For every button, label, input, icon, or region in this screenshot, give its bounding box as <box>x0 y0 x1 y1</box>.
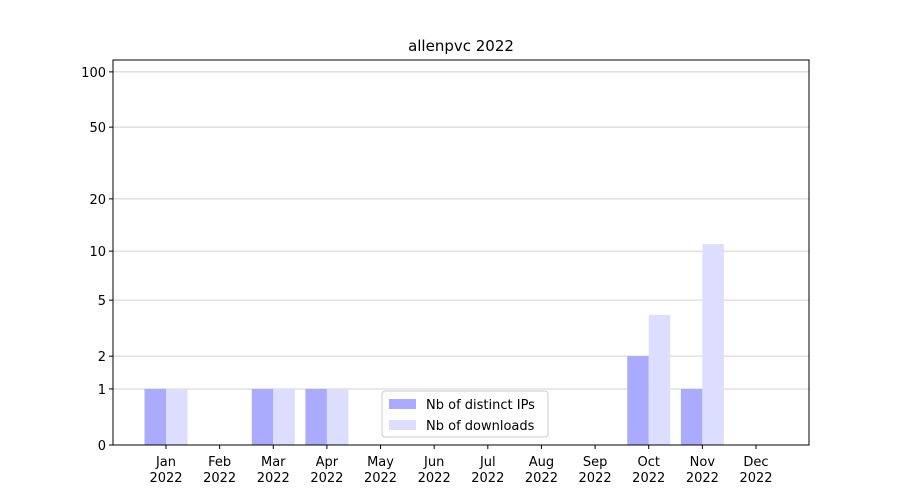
y-tick-label: 100 <box>81 66 106 81</box>
x-tick-label: Sep 2022 <box>579 455 612 486</box>
bar <box>326 388 349 445</box>
bar <box>273 388 295 445</box>
x-tick-label: Jan 2022 <box>149 455 182 486</box>
y-tick-label: 2 <box>98 350 106 365</box>
bar <box>166 388 188 445</box>
chart-title: allenpvc 2022 <box>408 37 514 55</box>
legend-swatch <box>389 420 416 430</box>
legend-label: Nb of downloads <box>426 419 535 434</box>
y-tick-label: 20 <box>89 193 106 208</box>
x-tick-label: Jul 2022 <box>471 455 504 486</box>
bar <box>627 356 649 445</box>
x-tick-label: Nov 2022 <box>686 455 719 486</box>
legend-label: Nb of distinct IPs <box>426 398 535 413</box>
y-tick-label: 10 <box>89 245 106 260</box>
x-tick-label: Dec 2022 <box>739 455 772 486</box>
x-tick-label: Feb 2022 <box>203 455 236 486</box>
x-tick-label: Apr 2022 <box>310 455 343 486</box>
bar <box>680 388 703 445</box>
bar <box>702 244 724 445</box>
y-tick-label: 1 <box>98 383 106 398</box>
bar <box>251 388 274 445</box>
y-tick-label: 5 <box>98 294 106 309</box>
y-tick-label: 0 <box>98 439 106 454</box>
bar <box>305 388 327 445</box>
x-tick-label: Oct 2022 <box>632 455 665 486</box>
legend-swatch <box>389 399 416 409</box>
x-tick-label: Jun 2022 <box>418 455 451 486</box>
bar <box>144 388 166 445</box>
x-tick-label: Aug 2022 <box>525 455 558 486</box>
x-tick-label: Mar 2022 <box>257 455 290 486</box>
x-tick-label: May 2022 <box>364 455 397 486</box>
legend-box <box>381 390 549 438</box>
y-tick-label: 50 <box>89 121 106 136</box>
plot-frame <box>112 59 810 446</box>
bar <box>648 314 671 445</box>
